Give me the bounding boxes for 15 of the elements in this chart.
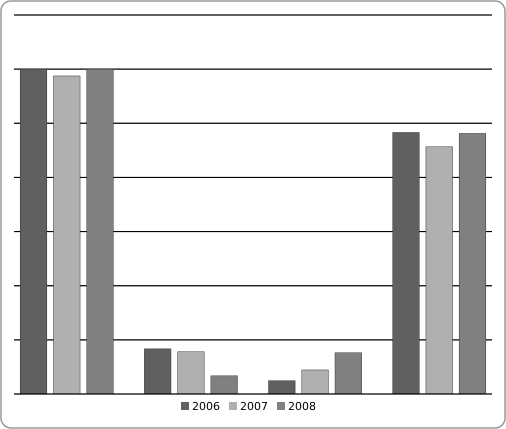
bar: [144, 348, 172, 394]
bar: [86, 68, 114, 394]
bar: [334, 352, 362, 394]
legend-label: 2007: [240, 400, 268, 413]
bar: [20, 68, 48, 394]
bar: [458, 133, 486, 394]
bar: [268, 380, 296, 394]
bar: [426, 146, 453, 394]
bar: [302, 370, 329, 394]
bar: [53, 76, 80, 394]
bar: [392, 132, 420, 394]
legend-label: 2008: [288, 400, 316, 413]
legend-label: 2006: [192, 400, 220, 413]
bar: [210, 376, 238, 394]
bar: [177, 352, 204, 394]
